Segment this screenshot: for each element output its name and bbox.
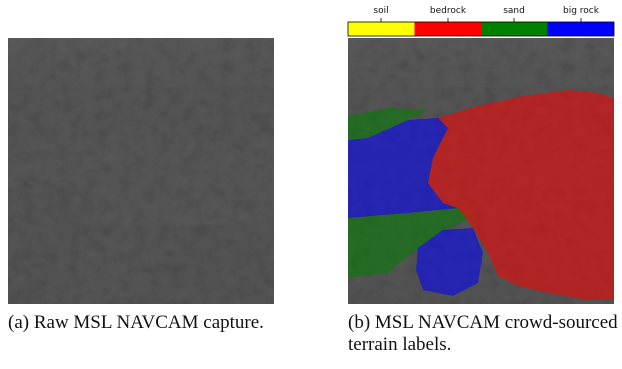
- legend-swatch-sand: [481, 22, 548, 36]
- bedrock-region: [428, 90, 614, 300]
- legend-label-soil: soil: [373, 6, 388, 16]
- legend-swatch-soil: [348, 22, 415, 36]
- legend-colorbar: soil bedrock sand big rock: [347, 6, 615, 37]
- labeled-navcam-image: [348, 38, 614, 304]
- legend-label-bedrock: bedrock: [430, 6, 467, 16]
- figure-b: soil bedrock sand big rock: [346, 0, 616, 305]
- caption-a: (a) Raw MSL NAVCAM capture.: [8, 312, 264, 333]
- raw-navcam-image: [8, 38, 274, 304]
- figure-a: [8, 38, 274, 304]
- big-rock-region: [416, 228, 483, 296]
- sand-region: [348, 208, 473, 278]
- sand-region: [348, 108, 428, 140]
- caption-b: (b) MSL NAVCAM crowd-sourced terrain lab…: [348, 312, 618, 355]
- legend-label-sand: sand: [503, 6, 525, 16]
- legend-label-big-rock: big rock: [563, 6, 600, 16]
- legend-swatch-bedrock: [414, 22, 481, 36]
- terrain-label-figure: soil bedrock sand big rock: [347, 6, 615, 304]
- legend-swatch-big-rock: [547, 22, 614, 36]
- big-rock-region: [348, 118, 458, 218]
